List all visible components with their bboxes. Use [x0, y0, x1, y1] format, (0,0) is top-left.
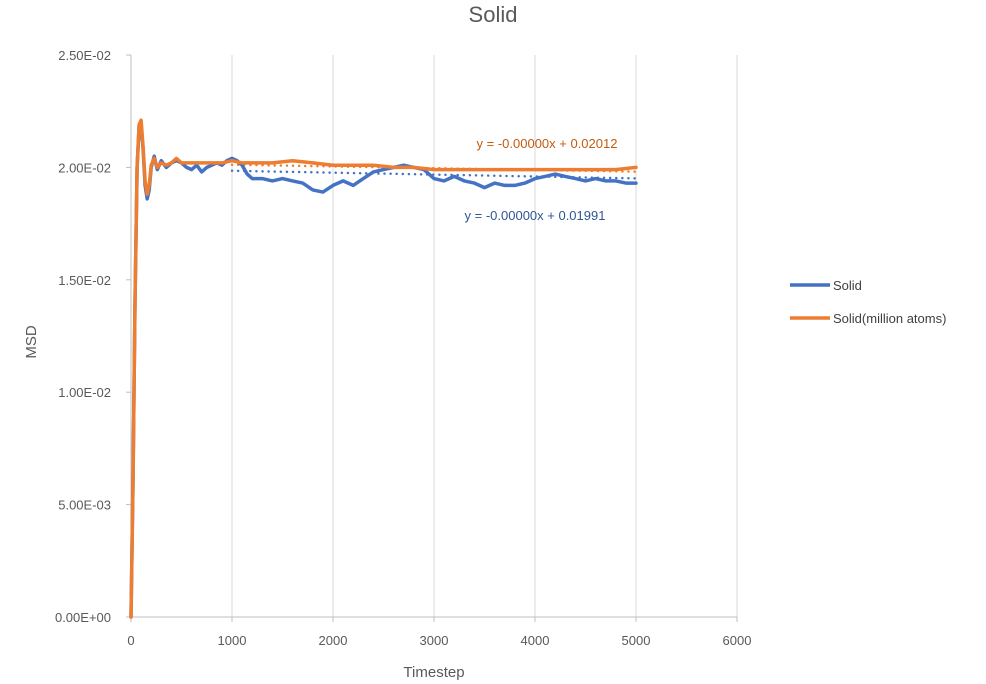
trendline-equation-million: y = -0.00000x + 0.02012: [477, 136, 618, 151]
trendline-equation-solid: y = -0.00000x + 0.01991: [465, 208, 606, 223]
legend-label-million: Solid(million atoms): [833, 311, 946, 326]
series-line-solid-million-atoms: [129, 118, 638, 619]
chart-title: Solid: [469, 2, 518, 27]
axes: [126, 54, 738, 622]
x-tick-label: 6000: [723, 633, 752, 648]
y-tick-labels: 0.00E+00 5.00E-03 1.00E-02 1.50E-02 2.00E-02…: [55, 48, 111, 625]
series-line-solid: [129, 122, 638, 619]
x-tick-label: 1000: [218, 633, 247, 648]
plot-area: [129, 118, 638, 619]
legend-label-solid: Solid: [833, 278, 862, 293]
x-tick-labels: 0 1000 2000 3000 4000 5000 6000: [127, 633, 751, 648]
x-tick-label: 0: [127, 633, 134, 648]
x-tick-label: 4000: [521, 633, 550, 648]
x-tick-label: 3000: [420, 633, 449, 648]
legend: Solid Solid(million atoms): [790, 278, 946, 326]
x-axis-title: Timestep: [403, 664, 464, 681]
y-tick-label: 1.00E-02: [58, 385, 111, 400]
y-tick-label: 2.50E-02: [58, 48, 111, 63]
y-tick-label: 0.00E+00: [55, 610, 111, 625]
gridlines: [231, 55, 738, 617]
x-tick-label: 5000: [622, 633, 651, 648]
y-tick-label: 5.00E-03: [58, 498, 111, 513]
y-tick-label: 2.00E-02: [58, 160, 111, 175]
y-tick-label: 1.50E-02: [58, 273, 111, 288]
y-axis-title: MSD: [23, 325, 40, 359]
x-tick-label: 2000: [319, 633, 348, 648]
